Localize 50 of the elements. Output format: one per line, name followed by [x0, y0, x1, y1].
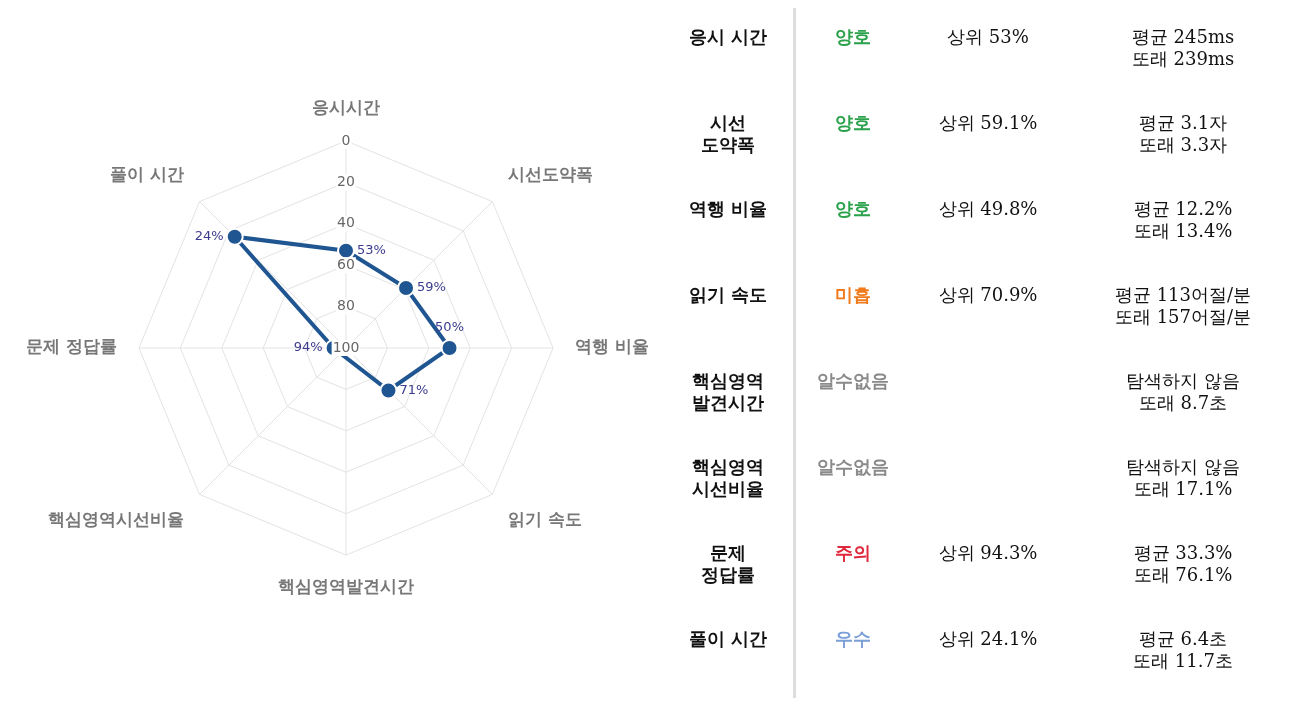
text: 상위 94.3%: [937, 542, 1039, 564]
text: 주의: [834, 542, 872, 564]
text: 상위 59.1%: [937, 112, 1039, 134]
y-tick-label: 80: [337, 297, 355, 314]
spoke-label: 응시시간: [312, 97, 380, 118]
text: 양호: [834, 26, 872, 48]
text: 탐색하지 않음 또래 8.7초: [1125, 370, 1241, 414]
text: 양호: [834, 112, 872, 134]
text: 우수: [834, 628, 872, 650]
text: 핵심영역 시선비율: [691, 456, 765, 500]
text: 미흡: [834, 284, 872, 306]
y-tick-label: 40: [337, 214, 355, 231]
data-label: 71%: [399, 381, 429, 397]
spoke-label: 역행 비율: [575, 336, 649, 357]
text: 읽기 속도: [687, 284, 769, 306]
data-label: 94%: [293, 339, 323, 355]
text: 상위 70.9%: [937, 284, 1039, 306]
data-label: 50%: [435, 319, 464, 335]
text: 평균 6.4초 또래 11.7초: [1132, 628, 1234, 672]
text: 상위 49.8%: [937, 198, 1039, 220]
text: 평균 33.3% 또래 76.1%: [1132, 542, 1234, 586]
spoke-label: 핵심영역시선비율: [48, 508, 185, 529]
text: 알수없음: [816, 370, 890, 392]
text: 역행 비율: [687, 198, 769, 220]
text: 탐색하지 않음 또래 17.1%: [1125, 456, 1241, 500]
data-label: 24%: [194, 228, 224, 244]
text: 평균 245ms 또래 239ms: [1130, 26, 1236, 70]
spoke-label: 핵심영역발견시간: [278, 575, 414, 596]
text: 상위 53%: [946, 26, 1030, 48]
text: 문제 정답률: [700, 542, 756, 586]
text: 평균 3.1자 또래 3.3자: [1137, 112, 1229, 156]
spoke-label: 풀이 시간: [110, 164, 185, 185]
spoke-label: 문제 정답률: [26, 336, 117, 357]
y-tick-label: 100: [332, 338, 360, 355]
text: 알수없음: [816, 456, 890, 478]
data-label: 53%: [357, 242, 386, 258]
text: 상위 24.1%: [937, 628, 1039, 650]
spoke-label: 읽기 속도: [507, 508, 582, 529]
data-label: 59%: [417, 279, 446, 295]
y-tick-label: 0: [341, 131, 351, 148]
text: 핵심영역 발견시간: [691, 370, 765, 414]
text: 시선 도약폭: [700, 112, 756, 156]
text: 평균 12.2% 또래 13.4%: [1132, 198, 1234, 242]
text: 응시 시간: [687, 26, 769, 48]
y-tick-label: 20: [337, 172, 355, 189]
text: 풀이 시간: [687, 628, 769, 650]
text: 평균 113어절/분 또래 157어절/분: [1113, 284, 1253, 328]
y-tick-label: 60: [337, 255, 355, 272]
spoke-label: 시선도약폭: [507, 164, 593, 185]
text: 양호: [834, 198, 872, 220]
